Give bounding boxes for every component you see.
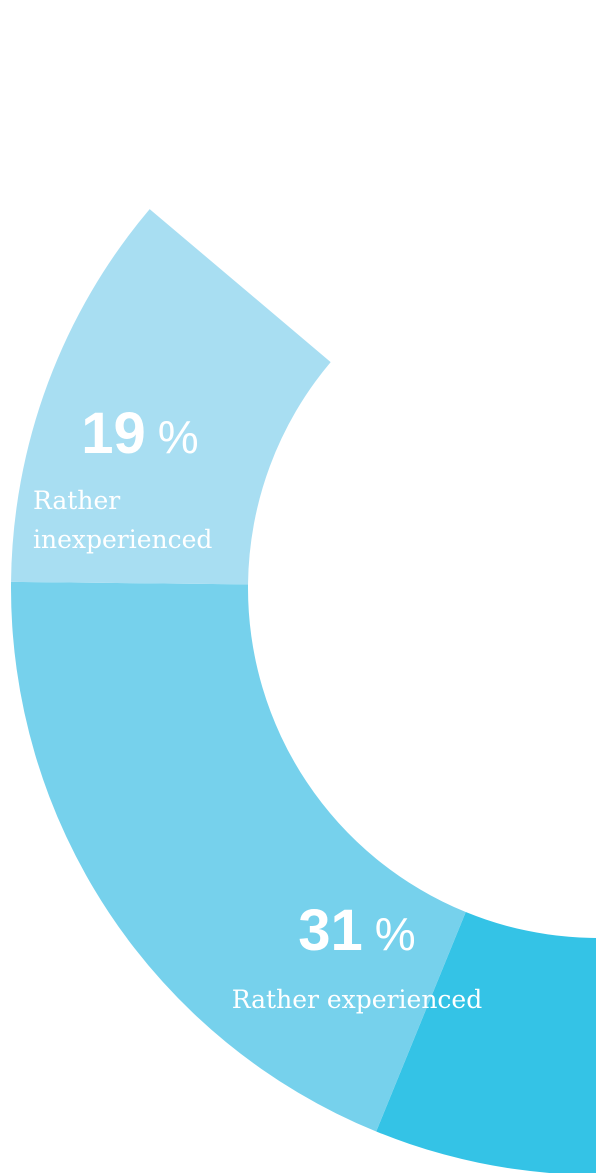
donut-slice-inexperienced: [11, 209, 331, 585]
slice-label-group-inexperienced: 11% Inexperienced: [354, 94, 535, 208]
slice-label-group-rather-experienced: 31% Rather experienced: [232, 898, 482, 1014]
slice-label-rather-experienced: Rather experienced: [232, 985, 482, 1014]
slice-value-inexperienced: 11%: [390, 94, 504, 159]
slice-label-inexperienced: Inexperienced: [354, 179, 535, 208]
slice-label-rather-inexperienced-line-2: inexperienced: [33, 525, 212, 554]
slice-label-group-rather-inexperienced: 19% Rather inexperienced: [33, 401, 212, 554]
donut-slice-rather-inexperienced: [10, 581, 466, 1132]
slice-value-rather-experienced: 31%: [298, 898, 415, 963]
slice-value-rather-inexperienced: 19%: [81, 401, 198, 466]
donut-slices: [10, 209, 596, 1173]
donut-slice-rather-experienced: [376, 912, 596, 1173]
slice-label-rather-inexperienced-line-1: Rather: [33, 486, 120, 515]
